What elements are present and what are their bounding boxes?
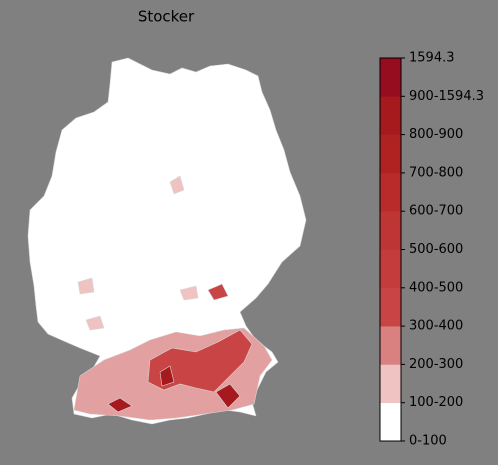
colorbar-segment: [380, 287, 401, 327]
germany-map: [27, 57, 307, 425]
colorbar-label: 700-800: [409, 165, 463, 180]
colorbar-label: 600-700: [409, 204, 463, 219]
colorbar-segment: [380, 364, 401, 403]
southern-highlight: [147, 329, 253, 393]
colorbar-label: 100-200: [409, 395, 463, 410]
colorbar-label: 500-600: [409, 242, 463, 257]
colorbar-label: 400-500: [409, 280, 463, 295]
map-title: Stocker: [138, 8, 195, 26]
colorbar-label: 900-1594.3: [409, 89, 484, 104]
colorbar-segment: [380, 249, 401, 289]
colorbar-label: 300-400: [409, 319, 463, 334]
colorbar-segment: [380, 211, 401, 250]
colorbar-segment: [380, 172, 401, 212]
regional-highlight: [207, 283, 229, 301]
colorbar-label: 0-100: [409, 434, 447, 449]
colorbar-label: 200-300: [409, 357, 463, 372]
colorbar-label: 800-900: [409, 127, 463, 142]
colorbar: 0-100 100-200 200-300 300-400 400-500 500-600…: [379, 51, 484, 449]
colorbar-segment: [380, 96, 401, 135]
southern-highlight: [107, 365, 241, 413]
colorbar-segment: [380, 58, 401, 97]
colorbar-segment: [380, 326, 401, 365]
regional-highlight: [77, 175, 199, 331]
colorbar-segment: [380, 402, 401, 442]
colorbar-segment: [380, 134, 401, 174]
colorbar-label: 1594.3: [409, 51, 455, 66]
